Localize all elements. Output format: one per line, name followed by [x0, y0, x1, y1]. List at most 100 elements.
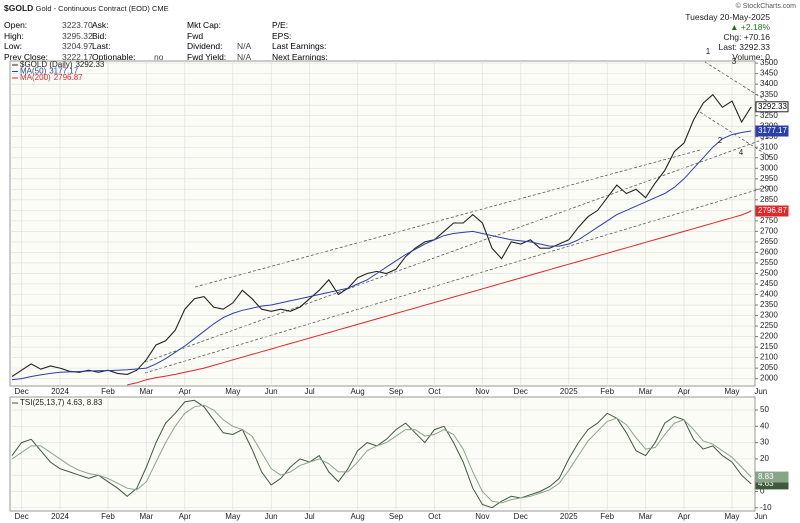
x-tick-label: Nov	[475, 387, 489, 396]
y-tick-label: 3100	[760, 142, 778, 151]
quote-label: Fwd Yield:	[187, 51, 227, 62]
legend-name: MA(200)	[20, 73, 51, 82]
x-tick-label: May	[724, 387, 739, 396]
quote-row: Low: 3204.97	[4, 41, 93, 52]
quote-label: Optionable:	[92, 51, 136, 62]
x-tick-label: Dec	[514, 512, 528, 521]
y-tick-label: 3050	[760, 153, 778, 162]
quote-label: Next Earnings:	[272, 51, 328, 62]
y-tick-label: 0	[760, 487, 765, 496]
y-tick-label: 2150	[760, 342, 778, 351]
quote-label: EPS:	[272, 30, 292, 41]
value-tag-label: 3177.17	[758, 126, 787, 135]
volume: Volume: 0	[732, 52, 770, 62]
y-tick-label: 3450	[760, 69, 778, 78]
x-tick-label: Jul	[304, 387, 314, 396]
series-line	[127, 210, 752, 386]
y-tick-label: 2300	[760, 311, 778, 320]
quote-label: Mkt Cap:	[187, 20, 222, 30]
quote-value: no	[154, 51, 164, 62]
y-tick-label: 2600	[760, 248, 778, 257]
quote-summary: Tuesday 20-May-2025 ▲ +2.18% Chg: +70.16…	[685, 12, 770, 62]
x-tick-label: Apr	[179, 387, 192, 396]
x-tick-label: Jun	[265, 387, 278, 396]
copyright: © StockCharts.com	[735, 3, 796, 10]
value-tag-label: 8.83	[758, 472, 774, 481]
value-tag	[755, 101, 789, 113]
y-tick-label: 2200	[760, 332, 778, 341]
quote-row: Last:	[92, 41, 163, 52]
wedge-lower	[699, 111, 771, 158]
x-tick-label: Jul	[304, 512, 314, 521]
quote-row: EPS:	[272, 31, 334, 42]
y-tick-label: 3350	[760, 90, 778, 99]
quote-row: Next Earnings:	[272, 52, 334, 63]
x-tick-label: Apr	[678, 387, 691, 396]
wave-label: 3	[732, 57, 737, 66]
legend: TSI(25,13,7) 4.63, 8.83	[12, 398, 103, 407]
quote-label: High:	[4, 30, 24, 41]
y-tick-label: 2650	[760, 237, 778, 246]
quote-value: 3223.70	[62, 20, 93, 30]
quote-row: Prev Close: 3222.17	[4, 52, 93, 63]
legend-name: $GOLD (Daily)	[20, 60, 73, 69]
quote-column: Ask: Bid: Last: Optionable: no	[92, 20, 163, 62]
x-tick-label: Feb	[101, 387, 115, 396]
quote-row: Open: 3223.70	[4, 20, 93, 31]
x-tick-label: Jun	[754, 387, 767, 396]
quote-row: Fwd Yield: N/A	[187, 52, 251, 63]
quote-row: Optionable: no	[92, 52, 163, 63]
wave-label: 2	[718, 136, 723, 145]
x-tick-label: Apr	[179, 512, 192, 521]
series-line	[11, 93, 752, 377]
x-tick-label: Mar	[639, 512, 653, 521]
value-tag-label: 4.63	[758, 479, 774, 488]
quote-row: High: 3295.32	[4, 31, 93, 42]
x-tick-label: Sep	[389, 387, 404, 396]
tsi-panel	[9, 396, 756, 512]
quote-row: Ask:	[92, 20, 163, 31]
y-tick-label: 2450	[760, 279, 778, 288]
x-tick-label: Sep	[389, 512, 404, 521]
wave-label: 1	[706, 47, 711, 56]
quote-row: Mkt Cap:	[187, 20, 251, 31]
quote-value: 3222.17	[62, 51, 93, 62]
y-tick-label: 2250	[760, 321, 778, 330]
trend-lines	[144, 61, 771, 374]
quote-column: Open: 3223.70 High: 3295.32 Low: 3204.97 Prev …	[4, 20, 93, 62]
quote-row: P/E:	[272, 20, 334, 31]
x-tick-label: Oct	[428, 512, 441, 521]
y-tick-label: 2400	[760, 290, 778, 299]
quote-label: Bid:	[92, 30, 107, 41]
change-percent: ▲ +2.18%	[730, 22, 770, 32]
quote-value: 3295.32	[62, 30, 93, 41]
quote-row: Fwd Dividend: N/A	[187, 31, 251, 52]
x-tick-label: Jun	[265, 512, 278, 521]
y-tick-label: 40	[760, 421, 769, 430]
quote-column: P/E: EPS: Last Earnings: Next Earnings:	[272, 20, 334, 62]
support-line	[144, 185, 771, 374]
y-tick-label: 2750	[760, 216, 778, 225]
chart-heading: $GOLD Gold - Continuous Contract (EOD) C…	[4, 3, 169, 14]
channel-lower	[144, 136, 771, 363]
x-tick-label: Feb	[600, 387, 614, 396]
y-tick-label: 2850	[760, 195, 778, 204]
y-tick-label: 2550	[760, 258, 778, 267]
x-tick-label: Dec	[514, 387, 528, 396]
quote-label: Prev Close:	[4, 51, 48, 62]
x-tick-label: Aug	[350, 387, 364, 396]
x-tick-label: May	[225, 387, 240, 396]
price-panel	[9, 60, 756, 387]
y-tick-label: 2500	[760, 269, 778, 278]
channel-upper	[194, 149, 701, 288]
x-tick-label: 2024	[51, 512, 69, 521]
y-tick-label: 2700	[760, 226, 778, 235]
x-tick-label: Apr	[678, 512, 691, 521]
x-tick-label: Aug	[350, 512, 364, 521]
legend-value: 3177.17	[49, 67, 78, 76]
y-tick-label: 3500	[760, 58, 778, 67]
legend-value: 2796.87	[54, 73, 83, 82]
y-tick-label: -10	[760, 503, 772, 512]
